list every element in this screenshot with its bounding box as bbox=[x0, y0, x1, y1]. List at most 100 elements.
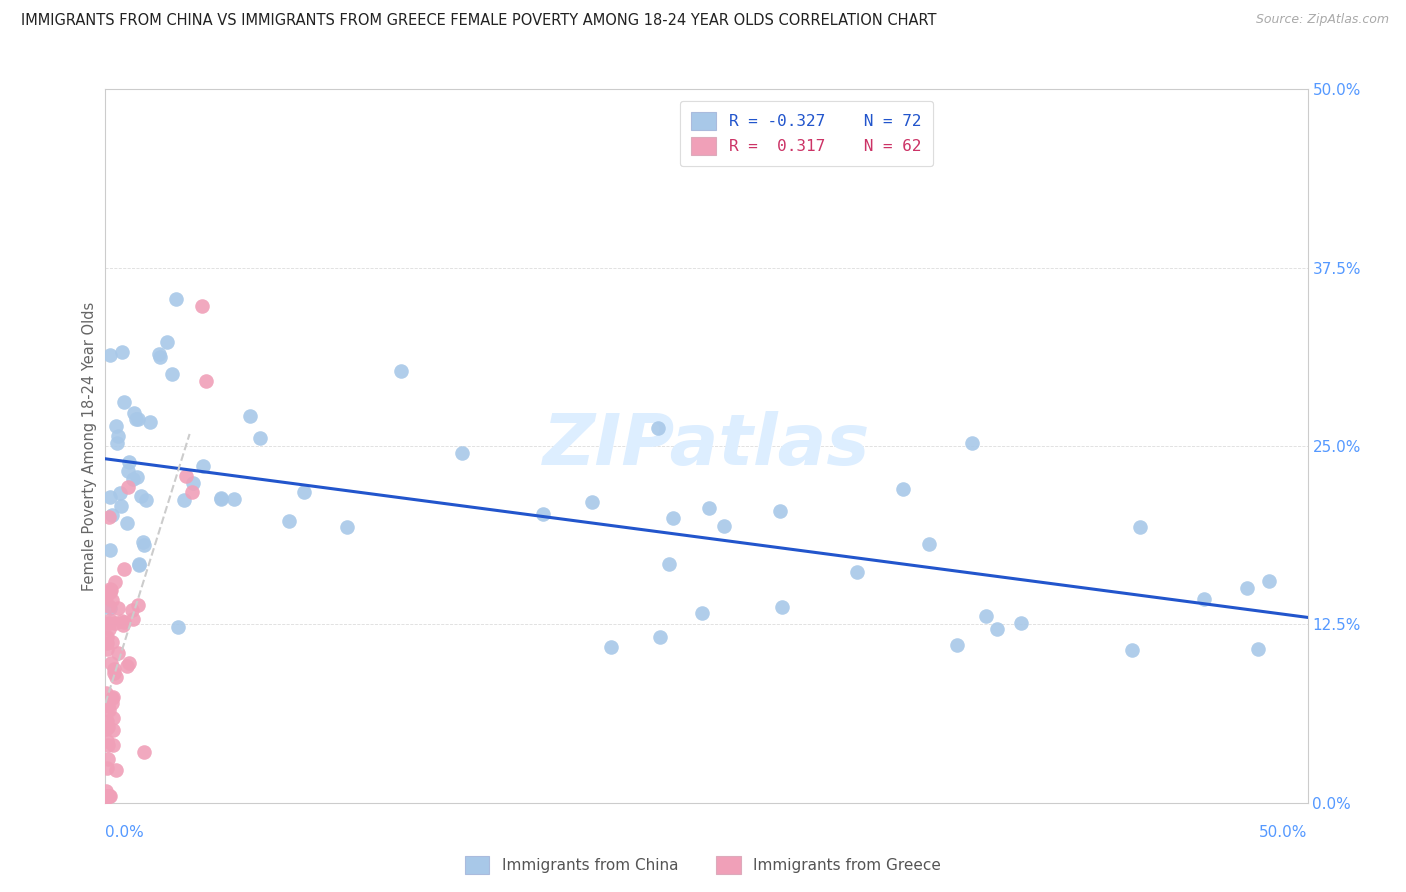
Point bbox=[974, 609, 997, 624]
Point bbox=[132, 538, 155, 552]
Point bbox=[118, 657, 141, 671]
Point bbox=[105, 435, 128, 450]
Point bbox=[101, 690, 124, 704]
Point bbox=[389, 364, 412, 378]
Point bbox=[110, 486, 132, 500]
Point bbox=[581, 494, 603, 508]
Point bbox=[1121, 643, 1143, 657]
Text: 0.0%: 0.0% bbox=[105, 825, 145, 840]
Point bbox=[1010, 615, 1032, 630]
Point bbox=[96, 789, 118, 803]
Point bbox=[104, 574, 127, 589]
Point bbox=[97, 509, 120, 524]
Point bbox=[224, 492, 246, 507]
Point bbox=[127, 598, 149, 612]
Point bbox=[111, 614, 134, 628]
Point bbox=[960, 436, 983, 450]
Point bbox=[97, 789, 120, 803]
Point bbox=[1192, 591, 1215, 606]
Point bbox=[699, 501, 721, 516]
Point bbox=[129, 489, 152, 503]
Legend: Immigrants from China, Immigrants from Greece: Immigrants from China, Immigrants from G… bbox=[458, 850, 948, 880]
Point bbox=[97, 698, 120, 713]
Point bbox=[531, 508, 554, 522]
Point bbox=[769, 504, 792, 518]
Point bbox=[117, 480, 139, 494]
Point bbox=[94, 783, 117, 797]
Point bbox=[1257, 574, 1279, 588]
Point bbox=[94, 685, 117, 699]
Point bbox=[1247, 641, 1270, 656]
Point bbox=[103, 665, 125, 680]
Point bbox=[96, 761, 118, 775]
Point bbox=[174, 469, 197, 483]
Point bbox=[986, 622, 1008, 636]
Point bbox=[96, 630, 118, 644]
Point bbox=[692, 606, 714, 620]
Point bbox=[918, 537, 941, 551]
Point bbox=[122, 612, 145, 626]
Point bbox=[131, 535, 153, 549]
Point bbox=[180, 485, 202, 500]
Legend: R = -0.327    N = 72, R =  0.317    N = 62: R = -0.327 N = 72, R = 0.317 N = 62 bbox=[679, 101, 934, 167]
Point bbox=[292, 484, 315, 499]
Point bbox=[156, 334, 179, 349]
Point bbox=[173, 492, 195, 507]
Point bbox=[101, 711, 124, 725]
Point bbox=[101, 691, 124, 706]
Point bbox=[165, 292, 187, 306]
Point bbox=[96, 789, 118, 803]
Point bbox=[98, 703, 121, 717]
Point bbox=[97, 738, 120, 752]
Point bbox=[112, 615, 135, 630]
Point bbox=[96, 734, 118, 748]
Point bbox=[97, 752, 120, 766]
Point bbox=[122, 472, 145, 486]
Point bbox=[149, 350, 172, 364]
Point bbox=[103, 662, 125, 676]
Point bbox=[770, 599, 793, 614]
Point bbox=[1129, 520, 1152, 534]
Point bbox=[101, 738, 124, 752]
Point bbox=[97, 789, 120, 803]
Text: ZIPatlas: ZIPatlas bbox=[543, 411, 870, 481]
Point bbox=[111, 618, 134, 632]
Point bbox=[96, 714, 118, 728]
Point bbox=[127, 411, 149, 425]
Point bbox=[160, 368, 183, 382]
Point bbox=[94, 590, 117, 604]
Point bbox=[104, 615, 127, 630]
Point bbox=[112, 394, 135, 409]
Point bbox=[117, 516, 139, 530]
Point bbox=[98, 585, 121, 599]
Point bbox=[96, 789, 118, 803]
Point bbox=[104, 669, 127, 683]
Point bbox=[107, 646, 129, 660]
Text: IMMIGRANTS FROM CHINA VS IMMIGRANTS FROM GREECE FEMALE POVERTY AMONG 18-24 YEAR : IMMIGRANTS FROM CHINA VS IMMIGRANTS FROM… bbox=[21, 13, 936, 29]
Point bbox=[97, 616, 120, 631]
Point bbox=[103, 723, 125, 737]
Point bbox=[97, 599, 120, 613]
Point bbox=[647, 420, 669, 434]
Point bbox=[135, 492, 157, 507]
Point bbox=[662, 511, 685, 525]
Point bbox=[110, 500, 132, 514]
Point bbox=[181, 476, 204, 491]
Point bbox=[98, 622, 121, 636]
Point bbox=[101, 635, 124, 649]
Point bbox=[209, 491, 232, 505]
Point bbox=[105, 418, 128, 433]
Point bbox=[100, 614, 122, 628]
Point bbox=[98, 582, 121, 597]
Point bbox=[194, 374, 217, 388]
Point bbox=[101, 593, 124, 607]
Point bbox=[121, 603, 143, 617]
Point bbox=[891, 482, 914, 496]
Point bbox=[209, 492, 232, 507]
Point bbox=[125, 412, 148, 426]
Point bbox=[104, 764, 127, 778]
Point bbox=[148, 347, 170, 361]
Point bbox=[125, 470, 148, 484]
Point bbox=[98, 490, 121, 504]
Point bbox=[107, 600, 129, 615]
